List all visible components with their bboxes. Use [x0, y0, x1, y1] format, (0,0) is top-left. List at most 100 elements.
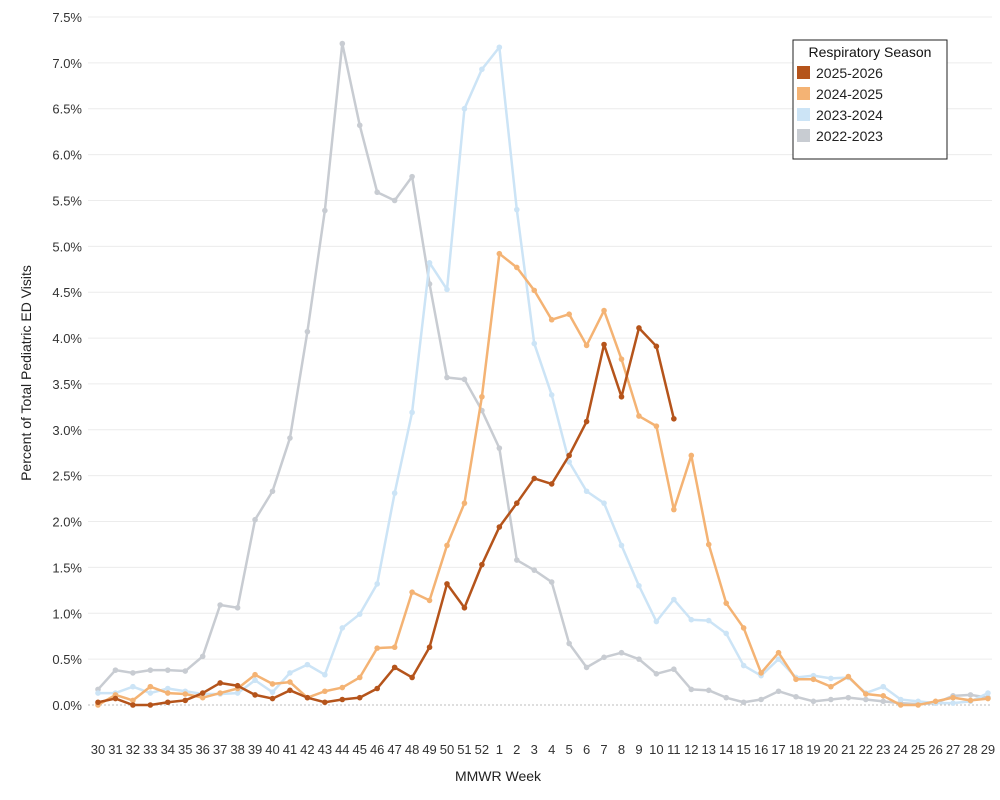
data-point [775, 656, 782, 662]
x-tick-label: 10 [649, 742, 663, 757]
x-tick-label: 44 [335, 742, 349, 757]
data-point [566, 640, 572, 647]
data-point [671, 506, 677, 513]
y-tick-label: 6.0% [52, 148, 82, 163]
data-point [130, 697, 136, 704]
data-point [409, 173, 415, 180]
x-tick-label: 48 [405, 742, 419, 757]
data-point [636, 413, 642, 419]
x-tick-label: 30 [91, 742, 105, 757]
data-point [845, 673, 852, 680]
data-point [199, 694, 206, 701]
data-point [548, 579, 555, 585]
data-point [426, 644, 433, 651]
data-point [479, 561, 485, 568]
data-point [671, 596, 677, 603]
x-tick-label: 4 [548, 742, 555, 757]
data-point [304, 328, 311, 335]
data-point [985, 690, 991, 696]
data-point [304, 661, 311, 668]
x-tick-label: 11 [667, 742, 681, 757]
data-point [880, 683, 887, 690]
x-tick-label: 51 [457, 742, 471, 757]
x-tick-label: 6 [583, 742, 590, 757]
x-tick-label: 45 [353, 742, 367, 757]
data-point [653, 671, 660, 677]
y-tick-label: 2.0% [52, 515, 82, 530]
x-tick-label: 18 [789, 742, 803, 757]
series-layer [95, 40, 991, 708]
x-tick-label: 41 [283, 742, 297, 757]
data-point [915, 702, 921, 708]
x-tick-label: 36 [195, 742, 209, 757]
data-point [863, 696, 869, 703]
x-tick-label: 19 [806, 742, 820, 757]
y-tick-label: 5.5% [52, 193, 82, 208]
data-point [356, 611, 363, 617]
data-point [287, 679, 293, 685]
data-point [548, 316, 555, 323]
data-point [514, 557, 520, 563]
data-point [601, 654, 607, 661]
legend-item: 2023-2024 [797, 107, 883, 123]
data-point [740, 625, 747, 631]
data-point [339, 40, 346, 47]
y-tick-label: 1.0% [52, 606, 82, 621]
series-line [96, 46, 990, 705]
data-point [374, 189, 381, 196]
data-point [583, 488, 590, 495]
data-point [548, 481, 555, 487]
data-point [252, 677, 258, 684]
legend-item: 2025-2026 [797, 65, 883, 81]
legend-label: 2022-2023 [816, 128, 883, 144]
data-point [322, 671, 328, 678]
x-tick-label: 28 [963, 742, 977, 757]
data-point [391, 490, 398, 496]
data-point [217, 690, 223, 696]
data-point [880, 698, 887, 705]
x-tick-label: 13 [702, 742, 716, 757]
data-point [653, 618, 660, 625]
x-tick-label: 32 [126, 742, 140, 757]
data-point [252, 692, 258, 698]
x-tick-label: 3 [531, 742, 538, 757]
data-point [793, 676, 799, 683]
legend-label: 2023-2024 [816, 107, 883, 123]
data-point [322, 699, 328, 706]
legend-item: 2024-2025 [797, 86, 883, 102]
data-point [444, 286, 450, 293]
series-line [96, 326, 676, 707]
data-point [461, 500, 468, 506]
data-point [479, 393, 485, 400]
data-point [165, 699, 171, 706]
data-point [514, 264, 520, 271]
data-point [688, 616, 695, 623]
data-point [618, 649, 625, 656]
data-point [618, 542, 625, 549]
data-point [845, 694, 852, 701]
y-tick-label: 3.5% [52, 377, 82, 392]
data-point [199, 690, 206, 696]
data-point [531, 287, 538, 294]
x-tick-label: 1 [496, 742, 503, 757]
data-point [932, 698, 939, 705]
data-point [828, 683, 834, 690]
x-tick-label: 25 [911, 742, 925, 757]
data-point [548, 392, 555, 398]
data-point [165, 685, 171, 692]
legend-label: 2024-2025 [816, 86, 883, 102]
x-tick-label: 34 [161, 742, 175, 757]
data-point [793, 693, 799, 700]
data-point [374, 645, 381, 651]
data-point [723, 630, 729, 637]
data-point [234, 690, 241, 696]
data-point [426, 597, 433, 604]
data-point [234, 604, 241, 611]
x-tick-label: 40 [265, 742, 279, 757]
data-point [618, 393, 625, 400]
legend-label: 2025-2026 [816, 65, 883, 81]
data-point [705, 687, 712, 694]
data-point [618, 356, 625, 362]
data-point [775, 649, 782, 656]
data-point [514, 500, 520, 506]
